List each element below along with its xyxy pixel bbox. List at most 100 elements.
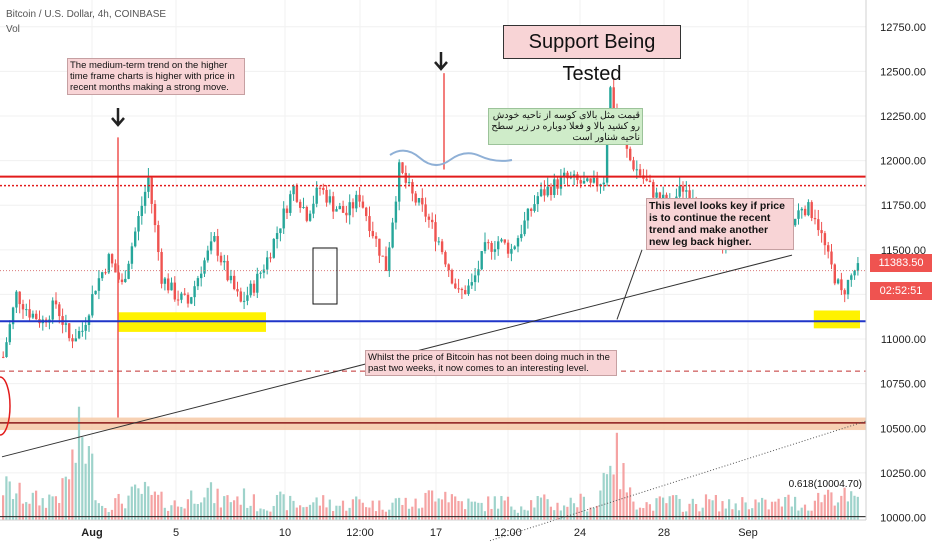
volume-bar [77,406,81,520]
candle [424,204,427,217]
candle [480,251,483,270]
volume-bar [193,503,196,520]
volume-bar [190,490,193,520]
volume-bar [856,496,859,520]
volume-bar [361,502,364,520]
volume-bar [671,495,675,520]
volume-bar [266,510,269,520]
candle [605,138,609,183]
volume-bar [566,506,569,520]
candle [285,208,289,213]
candle [163,278,167,284]
candle [292,185,295,195]
volume-bar [619,489,622,520]
candle [229,275,233,281]
volume-bar [117,493,120,520]
volume-bar [662,497,665,520]
y-tick-label: 12000.00 [880,156,926,168]
volume-bar [688,503,691,520]
volume-bar [371,500,374,520]
volume-bar [553,510,556,520]
volume-bar [737,510,741,520]
volume-bar [147,486,150,520]
volume-bar [523,509,526,520]
volume-bar [180,506,183,520]
volume-bar [325,507,328,520]
volume-bar [609,465,612,520]
candle [398,162,401,202]
volume-bar [652,510,655,520]
volume-bar [520,506,523,520]
volume-bar [246,507,249,520]
volume-bar [754,499,757,520]
y-tick-label: 10250.00 [880,468,926,480]
volume-bar [341,500,345,520]
volume-bar [384,511,387,520]
volume-bar [757,502,760,520]
volume-bar [114,498,117,520]
volume-bar [163,507,166,520]
volume-bar [582,496,585,520]
note-key-level: This level looks key if price is to cont… [646,198,794,250]
volume-bar [543,494,546,520]
volume-bar [38,505,41,520]
support-zone [0,417,866,431]
volume-bar [817,492,820,520]
candle [833,264,836,284]
candle [803,208,807,216]
candle [11,307,15,325]
volume-bar [695,504,698,520]
volume-bar [728,499,731,520]
candle [589,178,592,183]
volume-bar [81,437,84,520]
volume-bar [810,510,813,520]
volume-bar [299,505,302,520]
volume-bar [404,497,407,520]
price-axis[interactable]: 10000.00 10250.00 10500.00 10750.00 11000.00… [865,0,932,550]
candle [107,254,110,273]
volume-bar [658,496,661,520]
candle [658,192,662,200]
volume-bar [110,509,114,520]
volume-bar [539,497,543,520]
candle [823,233,827,246]
volume-bar [378,500,381,520]
horizontal-levels [0,175,866,518]
volume-bar [813,500,816,520]
volume-bar [764,499,767,520]
candle [843,290,846,295]
volume-bar [823,494,826,520]
volume-bar [724,508,727,520]
volume-bar [365,507,368,520]
candle [638,169,642,176]
volume-bar [351,499,354,520]
candle [543,189,546,196]
volume-bar [176,506,180,520]
candle [348,202,351,216]
candle [546,186,549,196]
candle [612,87,615,111]
volume-bar [718,511,721,520]
volume-bar [635,509,638,520]
volume-bar [497,508,500,520]
x-tick-label: Sep [738,527,758,539]
volume-bar [318,505,321,520]
candle [180,293,183,300]
volume-bar [767,509,770,520]
time-axis[interactable]: Aug 5 10 12:00 17 12:00 24 28 Sep [0,519,866,539]
x-tick-label: 10 [279,527,291,539]
volume-bar [64,476,67,520]
candle [645,178,648,181]
volume-bar [701,507,704,520]
volume-bar [358,499,361,520]
candle [850,275,853,280]
candle [279,228,282,234]
candle [797,210,800,219]
volume-bar [744,502,747,520]
volume-bar [678,498,681,520]
volume-bar [774,501,777,520]
candle [266,257,269,270]
volume-bar [216,488,219,520]
y-tick-label: 12500.00 [880,66,926,78]
